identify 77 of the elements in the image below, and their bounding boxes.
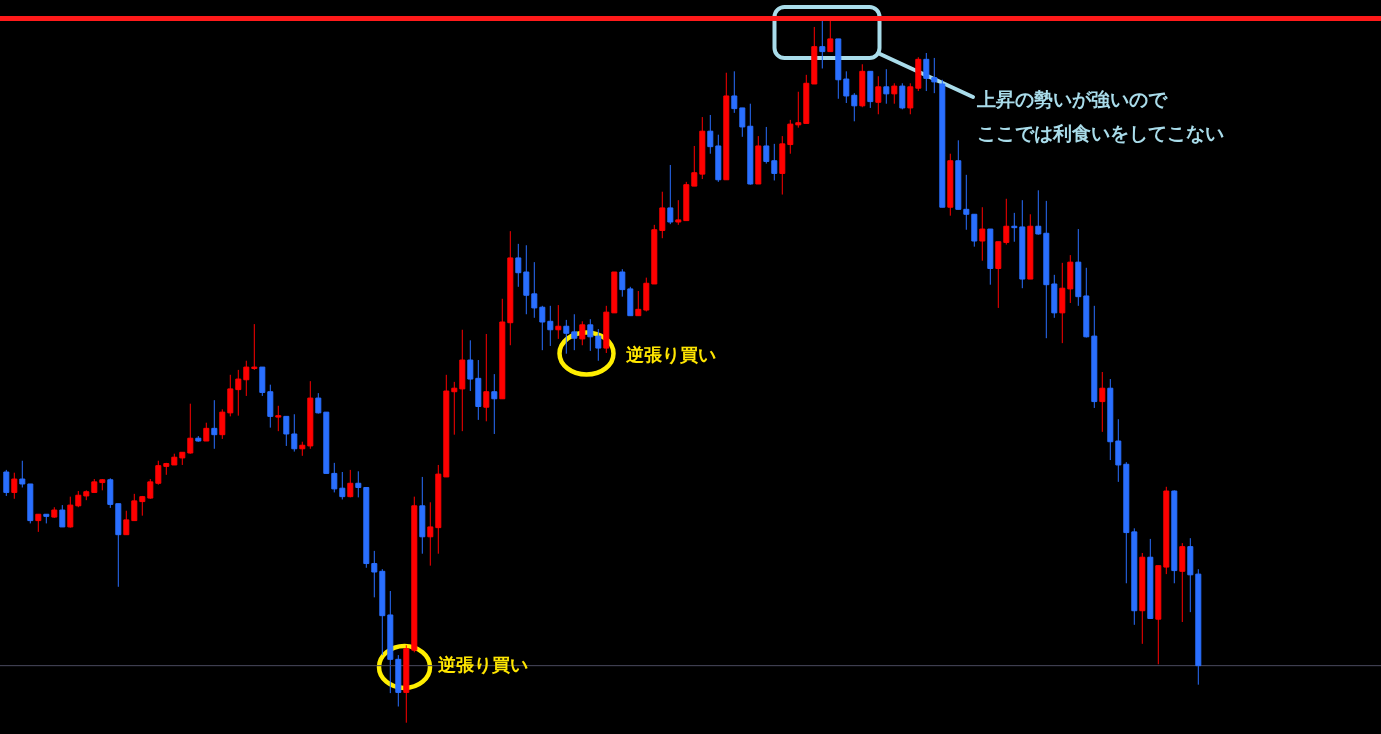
candlestick xyxy=(283,415,290,447)
candlestick xyxy=(59,504,66,528)
candlestick xyxy=(67,496,74,529)
candlestick xyxy=(731,70,738,114)
candlestick xyxy=(875,75,882,115)
candlestick xyxy=(595,328,602,362)
candlestick xyxy=(219,408,226,440)
candlestick xyxy=(547,305,554,347)
candlestick xyxy=(275,405,282,432)
candlestick xyxy=(851,92,858,122)
candlestick xyxy=(131,493,138,522)
candlestick xyxy=(515,243,522,288)
candlestick xyxy=(691,145,698,187)
candlestick xyxy=(291,413,298,453)
candlestick xyxy=(787,119,794,155)
candlestick xyxy=(523,244,530,315)
candlestick xyxy=(11,472,18,500)
candlestick xyxy=(907,82,914,115)
candlestick xyxy=(331,462,338,493)
candlestick xyxy=(707,114,714,155)
candlestick xyxy=(147,478,154,500)
candlestick xyxy=(555,304,562,340)
candlestick xyxy=(667,164,674,225)
candlestick xyxy=(531,261,538,319)
candlestick xyxy=(491,373,498,435)
candlestick xyxy=(819,18,826,69)
candlestick xyxy=(235,369,242,417)
candlestick xyxy=(763,126,770,165)
candlestick xyxy=(539,305,546,351)
candlestick xyxy=(587,318,594,352)
candlestick xyxy=(315,392,322,415)
candlestick xyxy=(1011,212,1018,243)
candlestick xyxy=(771,143,778,181)
candlestick xyxy=(923,52,930,92)
candlestick xyxy=(1115,418,1122,483)
annotation: 上昇の勢いが強いので xyxy=(976,88,1168,110)
candlestick xyxy=(931,57,938,94)
candlestick xyxy=(563,319,570,355)
candlestick xyxy=(19,460,26,488)
candlestick xyxy=(619,268,626,298)
candlestick xyxy=(243,360,250,397)
candlestick xyxy=(827,18,834,53)
candlestick xyxy=(883,68,890,105)
annotation: 逆張り買い xyxy=(625,344,716,365)
candlestick xyxy=(483,333,490,422)
candlestick xyxy=(211,399,218,450)
candlestick xyxy=(339,471,346,500)
candlestick xyxy=(155,460,162,486)
candlestick xyxy=(227,374,234,417)
candlestick xyxy=(355,470,362,498)
candlestick xyxy=(579,320,586,346)
annotation: 逆張り買い xyxy=(437,654,528,675)
candlestick xyxy=(347,469,354,498)
candlestick xyxy=(1099,371,1106,433)
candlestick xyxy=(451,381,458,436)
candlestick xyxy=(659,191,666,239)
candlestick xyxy=(187,403,194,455)
candlestick xyxy=(251,323,258,371)
candlestick xyxy=(963,174,970,231)
candlestick xyxy=(891,82,898,105)
candlestick xyxy=(795,91,802,129)
candlestick xyxy=(3,469,10,497)
candlestick xyxy=(467,339,474,392)
candlestick xyxy=(739,107,746,138)
candlestick xyxy=(1003,198,1010,246)
candlestick xyxy=(371,550,378,598)
annotation: ここでは利食いをしてこない xyxy=(977,122,1224,144)
candlestick xyxy=(675,199,682,226)
candlestick xyxy=(1035,189,1042,236)
candlestick xyxy=(571,313,578,351)
candlestick xyxy=(203,422,210,442)
candlestick xyxy=(635,290,642,317)
candlestick xyxy=(843,70,850,104)
candlestick xyxy=(899,82,906,110)
candlestick xyxy=(123,510,130,536)
candlestick xyxy=(427,501,434,567)
candlestick xyxy=(979,206,986,262)
